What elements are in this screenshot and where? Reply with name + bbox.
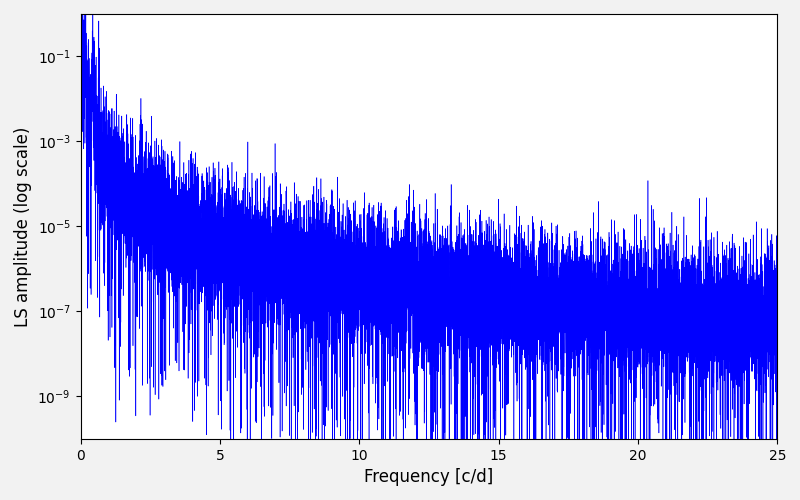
Y-axis label: LS amplitude (log scale): LS amplitude (log scale): [14, 126, 32, 326]
X-axis label: Frequency [c/d]: Frequency [c/d]: [364, 468, 494, 486]
